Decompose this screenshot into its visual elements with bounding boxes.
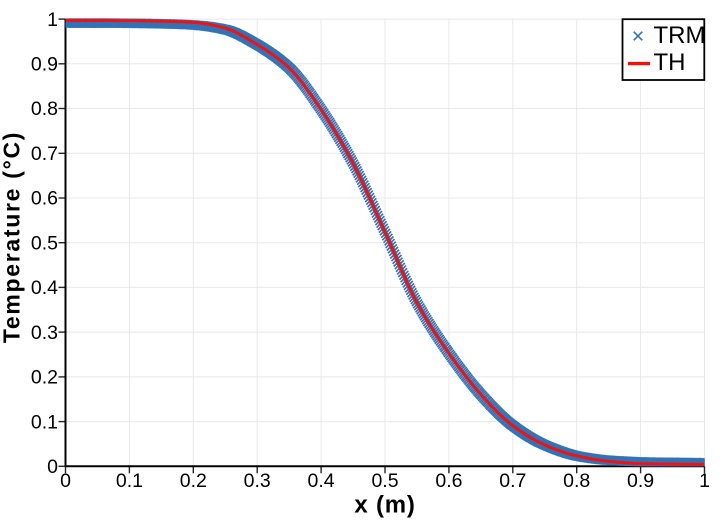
svg-text:0.7: 0.7 bbox=[499, 470, 526, 492]
svg-text:0.7: 0.7 bbox=[31, 143, 58, 165]
svg-text:0.2: 0.2 bbox=[31, 367, 58, 389]
svg-text:Temperature (°C): Temperature (°C) bbox=[0, 131, 25, 343]
svg-text:TH: TH bbox=[654, 49, 686, 76]
svg-text:0.8: 0.8 bbox=[31, 98, 58, 120]
svg-text:1: 1 bbox=[699, 470, 710, 492]
svg-text:0.9: 0.9 bbox=[31, 54, 58, 76]
svg-text:0.5: 0.5 bbox=[371, 470, 398, 492]
svg-text:0: 0 bbox=[47, 456, 58, 478]
svg-text:0.2: 0.2 bbox=[180, 470, 207, 492]
svg-text:0.6: 0.6 bbox=[31, 188, 58, 210]
svg-text:TRM: TRM bbox=[654, 22, 706, 49]
svg-text:1: 1 bbox=[47, 9, 58, 31]
svg-text:0.8: 0.8 bbox=[563, 470, 590, 492]
svg-text:0.1: 0.1 bbox=[31, 411, 58, 433]
svg-text:0.4: 0.4 bbox=[308, 470, 335, 492]
svg-text:0.4: 0.4 bbox=[31, 277, 58, 299]
svg-text:0: 0 bbox=[60, 470, 71, 492]
svg-text:0.5: 0.5 bbox=[31, 232, 58, 254]
svg-text:0.9: 0.9 bbox=[627, 470, 654, 492]
svg-text:0.1: 0.1 bbox=[116, 470, 143, 492]
svg-text:0.3: 0.3 bbox=[244, 470, 271, 492]
svg-text:x (m): x (m) bbox=[354, 492, 415, 519]
svg-text:0.3: 0.3 bbox=[31, 322, 58, 344]
svg-text:0.6: 0.6 bbox=[435, 470, 462, 492]
